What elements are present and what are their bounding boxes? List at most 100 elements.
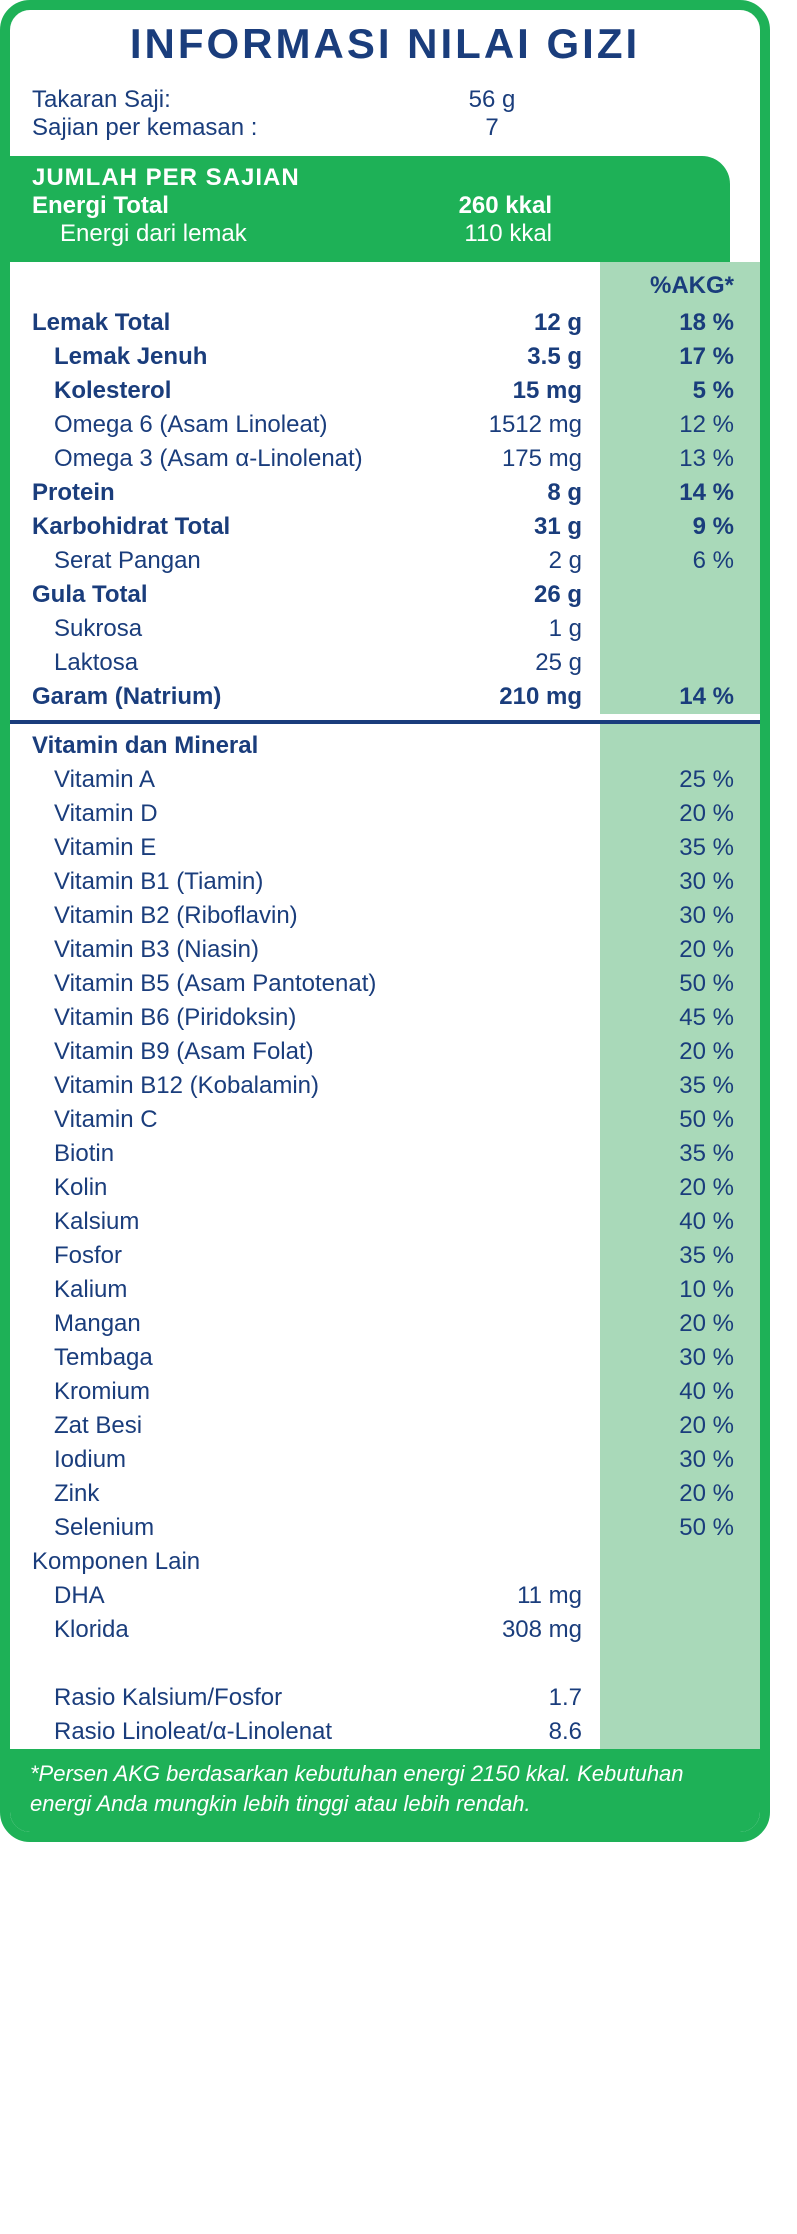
vitamin-akg: 40 % — [600, 1205, 760, 1239]
vitamins-header: Vitamin dan Mineral — [10, 724, 430, 763]
nutrient-label: Omega 3 (Asam α-Linolenat) — [10, 442, 430, 476]
nutrient-amount: 1 g — [430, 612, 600, 646]
energy-total-label: Energi Total — [32, 192, 392, 220]
vitamin-label: Tembaga — [10, 1341, 430, 1375]
vitamin-label: Vitamin B5 (Asam Pantotenat) — [10, 967, 430, 1001]
vitamin-amount — [430, 763, 600, 797]
other-akg — [600, 1613, 760, 1647]
ratio-label: Rasio Linoleat/α-Linolenat — [10, 1715, 430, 1749]
servings-per-pack-label: Sajian per kemasan : — [32, 114, 412, 142]
vitamin-row: Vitamin B6 (Piridoksin) 45 % — [10, 1001, 760, 1035]
vitamin-amount — [430, 1477, 600, 1511]
other-row: DHA11 mg — [10, 1579, 760, 1613]
vitamin-amount — [430, 1341, 600, 1375]
vitamin-amount — [430, 1409, 600, 1443]
other-header: Komponen Lain — [10, 1545, 430, 1579]
vitamin-row: Vitamin B1 (Tiamin)30 % — [10, 865, 760, 899]
serving-block: Takaran Saji: 56 g Sajian per kemasan : … — [10, 76, 760, 156]
vitamin-akg: 20 % — [600, 1035, 760, 1069]
nutrient-label: Omega 6 (Asam Linoleat) — [10, 408, 430, 442]
vitamin-row: Vitamin E35 % — [10, 831, 760, 865]
title-band: INFORMASI NILAI GIZI — [10, 8, 760, 76]
vitamin-akg: 25 % — [600, 763, 760, 797]
nutrient-akg: 14 % — [600, 680, 760, 714]
nutrient-amount: 12 g — [430, 306, 600, 340]
vitamin-amount — [430, 1511, 600, 1545]
vitamin-amount — [430, 1001, 600, 1035]
nutrient-label: Lemak Jenuh — [10, 340, 430, 374]
vitamin-row: Vitamin B5 (Asam Pantotenat) 50 % — [10, 967, 760, 1001]
vitamin-amount — [430, 1103, 600, 1137]
other-label: Klorida — [10, 1613, 430, 1647]
nutrient-akg — [600, 646, 760, 680]
ratio-value: 1.7 — [430, 1681, 600, 1715]
vitamin-row: Kromium40 % — [10, 1375, 760, 1409]
vitamin-akg: 45 % — [600, 1001, 760, 1035]
vitamin-label: Kalsium — [10, 1205, 430, 1239]
nutrient-akg: 12 % — [600, 408, 760, 442]
vitamin-akg: 20 % — [600, 1409, 760, 1443]
nutrient-row: Kolesterol15 mg5 % — [10, 374, 760, 408]
nutrient-row: Laktosa25 g — [10, 646, 760, 680]
nutrient-amount: 15 mg — [430, 374, 600, 408]
vitamin-row: Mangan20 % — [10, 1307, 760, 1341]
vitamin-row: Vitamin B3 (Niasin)20 % — [10, 933, 760, 967]
vitamin-akg: 40 % — [600, 1375, 760, 1409]
energy-total-row: Energi Total 260 kkal — [32, 192, 708, 220]
vitamin-label: Selenium — [10, 1511, 430, 1545]
nutrient-row: Lemak Total12 g18 % — [10, 306, 760, 340]
nutrient-row: Omega 6 (Asam Linoleat)1512 mg12 % — [10, 408, 760, 442]
nutrient-akg: 9 % — [600, 510, 760, 544]
nutrient-akg: 13 % — [600, 442, 760, 476]
nutrient-row: Serat Pangan2 g6 % — [10, 544, 760, 578]
energy-fat-label: Energi dari lemak — [32, 220, 392, 248]
vitamin-label: Zat Besi — [10, 1409, 430, 1443]
vitamin-amount — [430, 1239, 600, 1273]
panel-title: INFORMASI NILAI GIZI — [8, 8, 762, 76]
vitamin-label: Vitamin B6 (Piridoksin) — [10, 1001, 430, 1035]
vitamin-row: Selenium50 % — [10, 1511, 760, 1545]
energy-block: JUMLAH PER SAJIAN Energi Total 260 kkal … — [10, 156, 730, 262]
nutrient-label: Sukrosa — [10, 612, 430, 646]
nutrient-amount: 210 mg — [430, 680, 600, 714]
spacer-row — [10, 1647, 760, 1681]
vitamin-akg: 20 % — [600, 797, 760, 831]
vitamin-label: Vitamin D — [10, 797, 430, 831]
vitamin-row: Vitamin B9 (Asam Folat)20 % — [10, 1035, 760, 1069]
vitamin-amount — [430, 865, 600, 899]
vitamin-label: Kalium — [10, 1273, 430, 1307]
vitamin-amount — [430, 797, 600, 831]
serving-size-row: Takaran Saji: 56 g — [32, 86, 738, 114]
vitamin-amount — [430, 1375, 600, 1409]
nutrient-amount: 8 g — [430, 476, 600, 510]
vitamin-amount — [430, 1035, 600, 1069]
akg-header-row: %AKG* — [10, 262, 760, 306]
vitamin-amount — [430, 967, 600, 1001]
vitamin-akg: 35 % — [600, 1239, 760, 1273]
vitamin-label: Zink — [10, 1477, 430, 1511]
nutrient-amount: 25 g — [430, 646, 600, 680]
nutrient-amount: 1512 mg — [430, 408, 600, 442]
vitamin-row: Vitamin B12 (Kobalamin)35 % — [10, 1069, 760, 1103]
vitamin-amount — [430, 1205, 600, 1239]
nutrient-akg: 17 % — [600, 340, 760, 374]
vitamin-akg: 20 % — [600, 933, 760, 967]
vitamin-akg: 20 % — [600, 1307, 760, 1341]
vitamin-amount — [430, 1273, 600, 1307]
nutrient-akg: 5 % — [600, 374, 760, 408]
ratio-row: Rasio Linoleat/α-Linolenat8.6 — [10, 1715, 760, 1749]
vitamin-label: Vitamin B12 (Kobalamin) — [10, 1069, 430, 1103]
vitamin-label: Kolin — [10, 1171, 430, 1205]
vitamin-amount — [430, 1443, 600, 1477]
vitamin-row: Vitamin B2 (Riboflavin)30 % — [10, 899, 760, 933]
ratio-label: Rasio Kalsium/Fosfor — [10, 1681, 430, 1715]
vitamin-row: Tembaga 30 % — [10, 1341, 760, 1375]
vitamin-akg: 50 % — [600, 967, 760, 1001]
vitamin-amount — [430, 1069, 600, 1103]
vitamin-amount — [430, 1307, 600, 1341]
vitamin-akg: 30 % — [600, 1341, 760, 1375]
nutrient-label: Gula Total — [10, 578, 430, 612]
vitamin-label: Vitamin C — [10, 1103, 430, 1137]
ratio-value: 8.6 — [430, 1715, 600, 1749]
nutrient-row: Sukrosa1 g — [10, 612, 760, 646]
